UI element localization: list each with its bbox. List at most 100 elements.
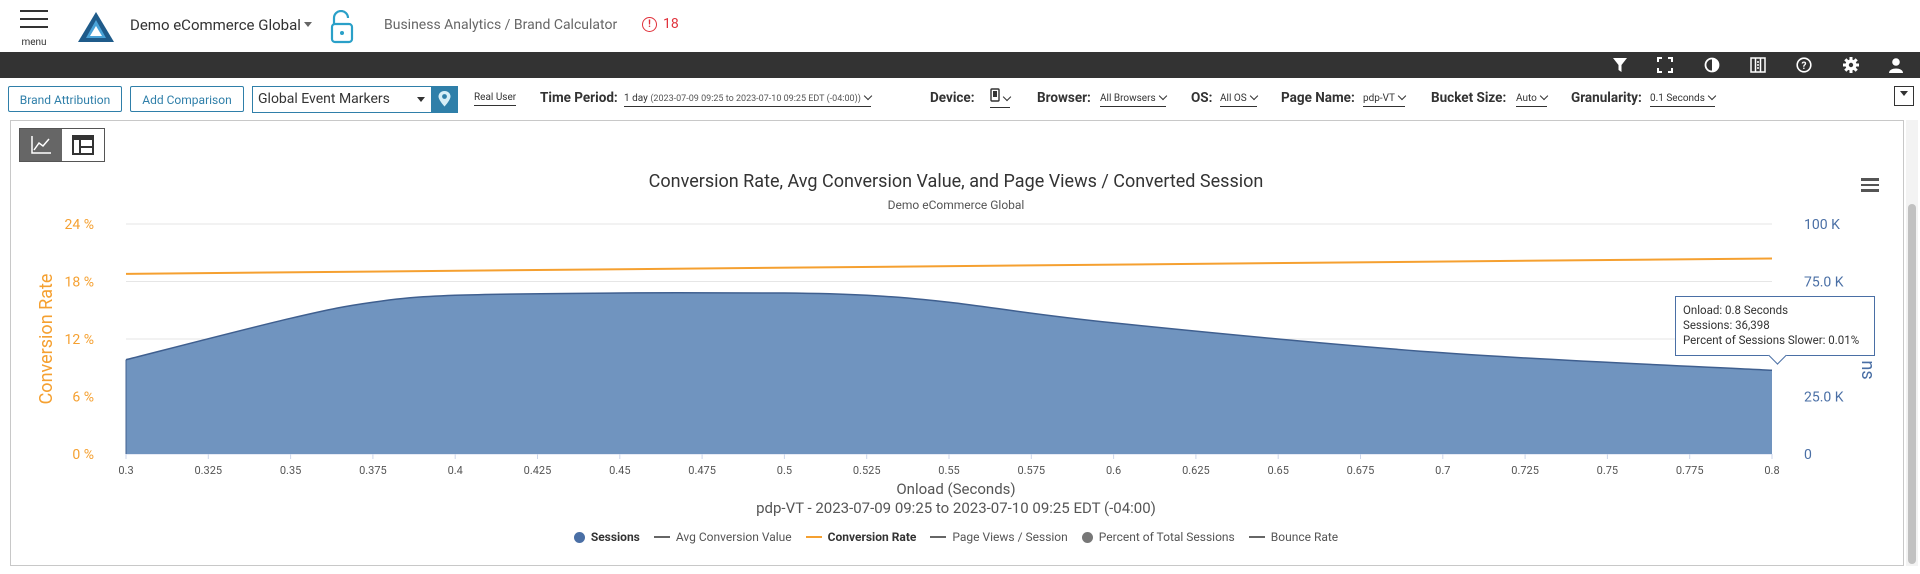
legend-swatch	[573, 531, 585, 543]
os-value: All OS	[1220, 93, 1247, 104]
x-tick-label: 0.625	[1182, 464, 1210, 477]
page-name-selector[interactable]: pdp-VT	[1363, 91, 1407, 107]
time-period-selector[interactable]: 1 day (2023-07-09 09:25 to 2023-07-10 09…	[624, 91, 873, 107]
unlock-icon[interactable]	[328, 9, 356, 48]
x-tick-label: 0.5	[777, 464, 792, 477]
y-left-tick-label: 0 %	[72, 447, 94, 463]
x-tick-label: 0.7	[1435, 464, 1450, 477]
alert-count: 18	[663, 16, 679, 32]
legend-swatch	[930, 536, 947, 538]
browser-selector[interactable]: All Browsers	[1100, 91, 1167, 107]
x-tick-label: 0.775	[1676, 464, 1704, 477]
bucket-size-value: Auto	[1516, 93, 1537, 104]
x-tick-label: 0.6	[1106, 464, 1121, 477]
x-tick-label: 0.375	[359, 464, 387, 477]
legend-item[interactable]: Avg Conversion Value	[653, 530, 792, 544]
menu-button[interactable]: menu	[20, 10, 48, 48]
bucket-size-selector[interactable]: Auto	[1516, 91, 1549, 107]
y-left-tick-label: 6 %	[72, 390, 94, 406]
line-chart-icon	[31, 136, 51, 154]
x-tick-label: 0.425	[524, 464, 552, 477]
marker-pin-button[interactable]	[432, 86, 458, 113]
x-tick-label: 0.675	[1347, 464, 1375, 477]
conversion-rate-line	[125, 257, 1773, 275]
bucket-size-label: Bucket Size:	[1431, 90, 1507, 106]
x-tick-label: 0.525	[853, 464, 881, 477]
filter-icon[interactable]	[1612, 57, 1628, 73]
columns-icon[interactable]	[1750, 57, 1766, 73]
chart-tooltip: Onload: 0.8 Seconds Sessions: 36,398 Per…	[1675, 296, 1875, 365]
device-label: Device:	[930, 90, 975, 106]
company-dropdown-icon[interactable]	[304, 22, 312, 27]
x-tick-label: 0.75	[1597, 464, 1618, 477]
y-left-axis-title: Conversion Rate	[36, 274, 57, 405]
alert-indicator[interactable]: ! 18	[642, 16, 679, 32]
legend-label: Sessions	[590, 530, 640, 544]
scrollbar-thumb[interactable]	[1908, 204, 1916, 564]
view-toggle	[19, 128, 105, 162]
user-icon[interactable]	[1888, 57, 1904, 73]
chart-view-button[interactable]	[20, 129, 62, 161]
legend-item[interactable]: Percent of Total Sessions	[1081, 530, 1235, 544]
y-right-axis-title-partial: ns	[1857, 360, 1878, 379]
real-user-selector[interactable]: Real User	[474, 92, 517, 106]
x-tick-label: 0.8	[1764, 464, 1779, 477]
x-axis-title: Onload (Seconds)	[896, 480, 1016, 498]
collapse-filters-button[interactable]	[1894, 86, 1914, 106]
page-name-label: Page Name:	[1281, 90, 1355, 106]
chart-title: Conversion Rate, Avg Conversion Value, a…	[648, 171, 1264, 192]
vertical-scrollbar[interactable]	[1906, 120, 1918, 566]
legend-item[interactable]: Sessions	[573, 530, 640, 544]
mobile-device-icon	[990, 88, 1000, 102]
tooltip-line-onload: Onload: 0.8 Seconds	[1683, 303, 1789, 317]
x-tick-label: 0.325	[194, 464, 222, 477]
x-tick-label: 0.35	[280, 464, 301, 477]
time-period-value: 1 day	[624, 93, 648, 104]
device-selector[interactable]	[990, 88, 1012, 108]
x-tick-label: 0.475	[688, 464, 716, 477]
tooltip-line-sessions: Sessions: 36,398	[1683, 318, 1770, 332]
help-icon[interactable]: ?	[1796, 57, 1812, 73]
brand-logo	[78, 12, 114, 46]
time-period-label: Time Period:	[540, 90, 618, 106]
y-right-tick-label: 25.0 K	[1804, 390, 1844, 406]
legend-label: Conversion Rate	[827, 530, 917, 544]
browser-value: All Browsers	[1100, 93, 1156, 104]
table-view-button[interactable]	[62, 129, 104, 161]
svg-text:?: ?	[1802, 61, 1807, 72]
legend-swatch	[805, 536, 822, 538]
add-comparison-button[interactable]: Add Comparison	[130, 86, 244, 112]
page-name-value: pdp-VT	[1363, 93, 1395, 104]
chart-subtitle: Demo eCommerce Global	[887, 198, 1025, 212]
chart-menu-icon[interactable]	[1861, 178, 1879, 195]
alert-icon: !	[642, 16, 657, 32]
contrast-icon[interactable]	[1704, 57, 1720, 73]
settings-icon[interactable]	[1843, 57, 1859, 73]
legend-swatch	[1081, 531, 1093, 543]
legend-label: Bounce Rate	[1270, 530, 1339, 544]
x-tick-label: 0.65	[1267, 464, 1288, 477]
chevron-down-icon	[417, 97, 425, 102]
legend-item[interactable]: Bounce Rate	[1248, 530, 1339, 544]
chart-legend: Sessions Avg Conversion Value Conversion R…	[0, 530, 1912, 544]
company-name[interactable]: Demo eCommerce Global	[130, 16, 301, 34]
fullscreen-icon[interactable]	[1657, 57, 1673, 73]
os-selector[interactable]: All OS	[1220, 91, 1258, 107]
legend-item[interactable]: Conversion Rate	[805, 530, 917, 544]
breadcrumb: Business Analytics / Brand Calculator	[384, 17, 618, 33]
y-right-tick-label: 75.0 K	[1804, 275, 1844, 291]
x-axis-subtitle: pdp-VT - 2023-07-09 09:25 to 2023-07-10 …	[756, 499, 1156, 517]
table-icon	[72, 135, 94, 155]
x-tick-label: 0.45	[609, 464, 630, 477]
time-period-range: (2023-07-09 09:25 to 2023-07-10 09:25 ED…	[650, 94, 861, 104]
legend-label: Page Views / Session	[952, 530, 1068, 544]
y-right-tick-label: 0	[1804, 447, 1812, 463]
granularity-label: Granularity:	[1571, 90, 1642, 106]
granularity-selector[interactable]: 0.1 Seconds	[1650, 91, 1717, 107]
y-right-tick-label: 100 K	[1804, 217, 1840, 233]
event-markers-select[interactable]: Global Event Markers	[252, 86, 432, 113]
brand-attribution-button[interactable]: Brand Attribution	[8, 86, 122, 112]
legend-swatch	[653, 536, 670, 538]
legend-item[interactable]: Page Views / Session	[930, 530, 1068, 544]
